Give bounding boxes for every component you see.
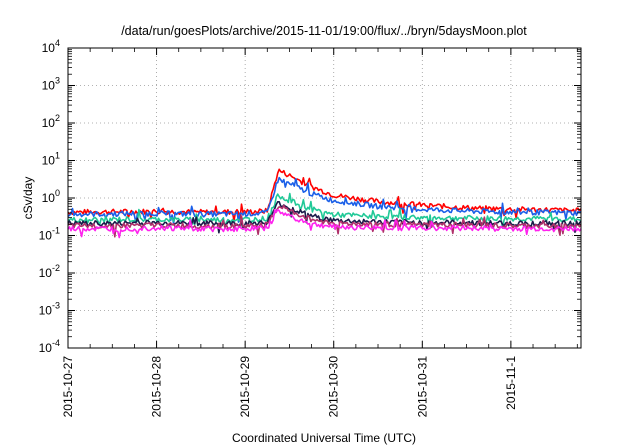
series-line-6 [67, 208, 582, 239]
series-lines [67, 168, 582, 239]
y-axis-label: cSv/day [21, 177, 35, 220]
x-tick-label: 2015-11-1 [504, 356, 518, 410]
x-axis: 2015-10-27 2015-10-28 2015-10-29 2015-10-30… [61, 48, 578, 418]
series-line-2 [67, 176, 582, 225]
y-tick-label: 101 [42, 151, 60, 168]
y-tick-label: 10-2 [39, 263, 60, 280]
x-tick-label: 2015-10-28 [150, 356, 164, 418]
x-axis-label: Coordinated Universal Time (UTC) [232, 431, 416, 445]
x-tick-label: 2015-10-27 [61, 356, 75, 418]
series-line-3 [67, 192, 582, 229]
y-tick-label: 10-4 [39, 338, 60, 355]
y-tick-label: 103 [42, 76, 60, 93]
y-tick-label: 100 [42, 188, 60, 205]
series-line-5 [67, 204, 582, 238]
chart-title: /data/run/goesPlots/archive/2015-11-01/1… [121, 24, 527, 38]
y-tick-label: 10-3 [39, 301, 60, 318]
y-axis: 10-4 10-3 10-2 10-1 100 101 102 103 104 [39, 38, 581, 355]
y-tick-label: 104 [42, 38, 60, 55]
x-tick-label: 2015-10-31 [415, 356, 429, 418]
series-line-1 [67, 168, 582, 222]
y-tick-label: 102 [42, 113, 60, 130]
y-tick-label: 10-1 [39, 226, 60, 243]
x-tick-label: 2015-10-30 [327, 356, 341, 418]
x-tick-label: 2015-10-29 [238, 356, 252, 418]
